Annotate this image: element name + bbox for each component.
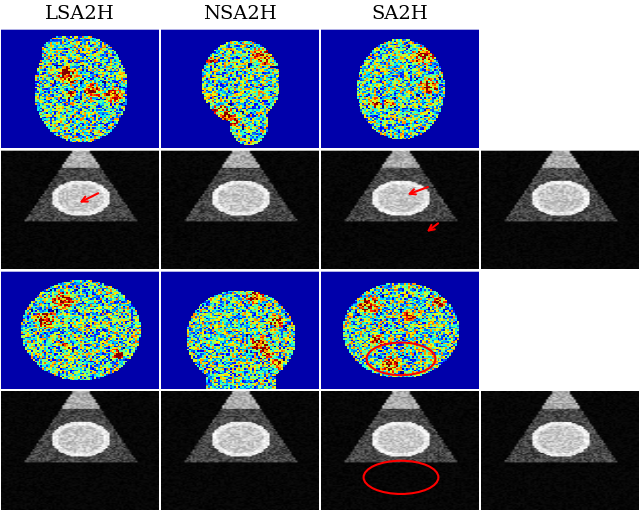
Text: SA2H: SA2H	[372, 5, 428, 23]
Text: NSA2H: NSA2H	[203, 5, 277, 23]
Text: LSA2H: LSA2H	[45, 5, 115, 23]
